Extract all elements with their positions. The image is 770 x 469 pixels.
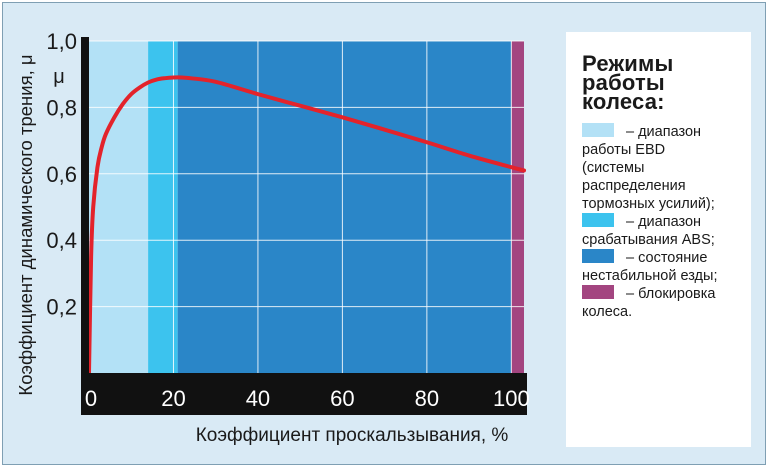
legend-item-first-line: – диапазон [582, 123, 741, 141]
legend-item-text: – состояние [626, 250, 708, 266]
legend-item-line: (системы [582, 160, 645, 176]
friction-curve-0 [87, 75, 526, 375]
y-tick-label-0.2: 0,2 [46, 295, 77, 320]
y-tick-label-1: 1,0 [46, 29, 77, 54]
y-tick-label-0.8: 0,8 [46, 95, 77, 120]
legend-swatch [582, 249, 614, 263]
legend-item-text: – диапазон [626, 124, 702, 140]
friction-chart: 0 20 40 60 80 100 0,2 0,4 0,6 0,8 1,0 μ Коэффициен… [15, 29, 530, 446]
x-tick-label-0: 0 [85, 386, 97, 411]
legend-item: – блокировка колеса. [582, 285, 741, 321]
legend-item-text: – блокировка [626, 286, 716, 302]
legend-swatch [582, 213, 614, 227]
legend-swatch [582, 123, 614, 137]
legend-item-line: работы EBD [582, 142, 666, 158]
legend-item-line: срабатывания ABS; [582, 232, 715, 248]
x-tick-label-80: 80 [415, 386, 439, 411]
grid-lines [89, 40, 524, 373]
series-layer [87, 75, 526, 375]
legend-item: – состояние нестабильной езды; [582, 249, 741, 285]
y-unit-label: μ [53, 66, 65, 88]
x-tick-label-60: 60 [330, 386, 354, 411]
mode-bands [89, 41, 524, 373]
band-0 [89, 41, 149, 373]
figure-frame: 0 20 40 60 80 100 0,2 0,4 0,6 0,8 1,0 μ Коэффициен… [2, 2, 766, 465]
x-tick-label-40: 40 [246, 386, 270, 411]
band-3 [511, 41, 524, 373]
x-axis-title: Коэффициент проскальзывания, % [196, 425, 509, 446]
x-axis-bar [81, 373, 527, 415]
legend-item-line: колеса. [582, 304, 633, 320]
legend-item: – диапазон срабатывания ABS; [582, 213, 741, 249]
legend-swatch [582, 285, 614, 299]
y-axis-title: Коэффициент динамического трения, μ [15, 54, 36, 395]
legend-item-first-line: – состояние [582, 249, 741, 267]
y-tick-label-0.4: 0,4 [46, 228, 77, 253]
tick-labels: 0 20 40 60 80 100 0,2 0,4 0,6 0,8 1,0 [46, 29, 529, 411]
x-tick-label-20: 20 [161, 386, 185, 411]
legend-title: Режимы работы колеса: [582, 51, 674, 114]
legend-item: – диапазон работы EBD (системы распределени… [582, 123, 741, 213]
legend-item-line: тормозных усилий); [582, 196, 715, 212]
legend-item-text: – диапазон [626, 214, 702, 230]
legend-item-line: распределения [582, 178, 686, 194]
x-tick-label-100: 100 [493, 386, 530, 411]
legend-panel: Режимы работы колеса: – диапазон работы E… [566, 32, 751, 447]
axes [81, 37, 527, 415]
band-1 [148, 41, 178, 373]
legend-item-first-line: – блокировка [582, 285, 741, 303]
legend-list: – диапазон работы EBD (системы распределени… [582, 123, 741, 321]
legend-item-line: нестабильной езды; [582, 268, 718, 284]
band-2 [177, 41, 512, 373]
legend-item-first-line: – диапазон [582, 213, 741, 231]
y-tick-label-0.6: 0,6 [46, 162, 77, 187]
